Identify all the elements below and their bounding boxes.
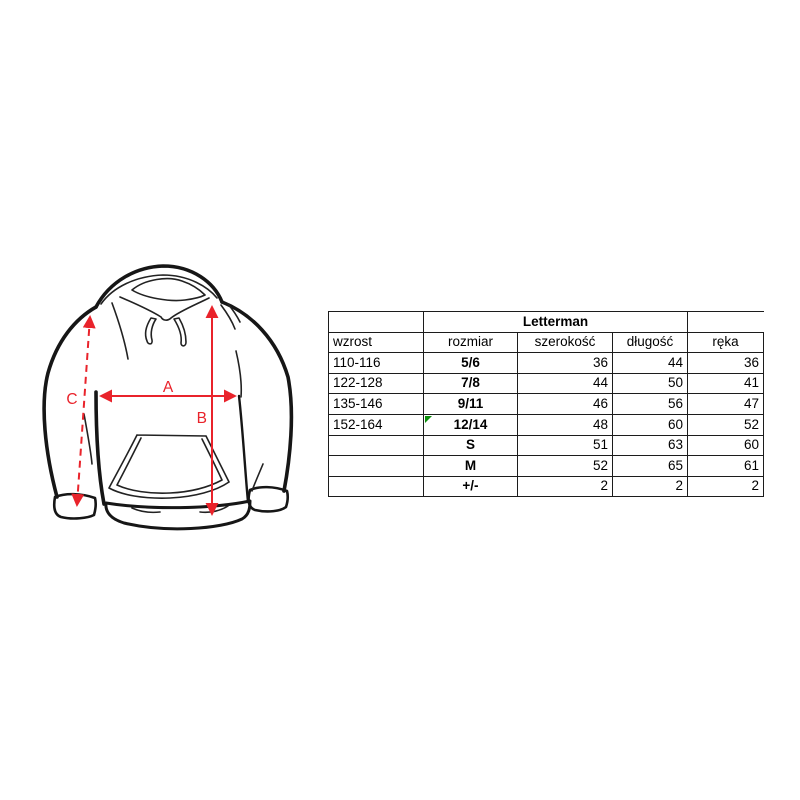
size-table: Letterman wzrost rozmiar szerokość długo… — [328, 311, 764, 498]
cell-szerokosc: 44 — [517, 372, 613, 395]
cell-dlugosc: 2 — [612, 475, 688, 498]
table-row: S 51 63 60 — [328, 434, 764, 457]
right-sleeve-crease — [251, 463, 264, 492]
cell-szerokosc: 36 — [517, 352, 613, 374]
hood-inner-rim — [100, 274, 218, 305]
cell-reka: 47 — [687, 393, 764, 415]
left-sleeve-crease — [83, 413, 93, 465]
cell-wzrost — [328, 475, 424, 498]
left-body-edge — [94, 390, 106, 506]
brand-title-cell: Letterman — [423, 311, 688, 333]
cell-dlugosc: 44 — [612, 352, 688, 374]
cell-wzrost: 135-146 — [328, 393, 424, 415]
cell-wzrost — [328, 434, 424, 457]
cell-rozmiar-value: 12/14 — [453, 416, 488, 432]
col-header-szerokosc: szerokość — [517, 331, 613, 354]
cell-szerokosc: 46 — [517, 393, 613, 415]
left-drawstring — [144, 317, 157, 345]
hem-band — [104, 499, 252, 531]
col-header-reka: ręka — [687, 331, 764, 354]
cell-reka: 2 — [687, 475, 764, 498]
brand-row-empty-cell — [328, 311, 424, 333]
cell-dlugosc: 50 — [612, 372, 688, 395]
brand-row: Letterman — [328, 311, 764, 333]
cell-rozmiar: 5/6 — [423, 352, 518, 374]
right-body-edge — [237, 394, 250, 504]
cell-szerokosc: 48 — [517, 413, 613, 436]
cell-wzrost: 110-116 — [328, 352, 424, 374]
measurement-labels: A B C — [66, 379, 207, 427]
table-row: 135-146 9/11 46 56 47 — [328, 393, 764, 415]
right-shoulder-creases — [220, 303, 241, 330]
cell-dlugosc: 60 — [612, 413, 688, 436]
cell-reka: 60 — [687, 434, 764, 457]
cell-flag-triangle-icon — [425, 415, 432, 423]
right-armhole-seam — [235, 350, 243, 398]
table-row: 122-128 7/8 44 50 41 — [328, 372, 764, 395]
table-row: 110-116 5/6 36 44 36 — [328, 352, 764, 374]
cell-wzrost — [328, 455, 424, 477]
hood-outer — [94, 264, 224, 309]
cell-wzrost: 122-128 — [328, 372, 424, 395]
table-row: +/- 2 2 2 — [328, 475, 764, 498]
table-row: M 52 65 61 — [328, 455, 764, 477]
cell-szerokosc: 52 — [517, 455, 613, 477]
cell-dlugosc: 56 — [612, 393, 688, 415]
cell-reka: 41 — [687, 372, 764, 395]
right-cuff — [247, 485, 289, 513]
measurement-arrows — [71, 305, 237, 516]
label-sleeve-c: C — [66, 391, 77, 408]
col-header-wzrost: wzrost — [328, 331, 424, 354]
cell-rozmiar: 12/14 — [423, 413, 518, 436]
cell-rozmiar: S — [423, 434, 518, 457]
left-cuff — [52, 492, 97, 520]
cell-szerokosc: 2 — [517, 475, 613, 498]
arrow-c — [71, 315, 96, 507]
cell-rozmiar: 9/11 — [423, 393, 518, 415]
cell-reka: 52 — [687, 413, 764, 436]
table-row: 152-164 12/14 48 60 52 — [328, 413, 764, 436]
label-length-b: B — [197, 410, 207, 427]
right-sleeve — [220, 300, 294, 493]
col-header-dlugosc: długość — [612, 331, 688, 354]
cell-rozmiar: 7/8 — [423, 372, 518, 395]
left-raglan-seam — [111, 302, 129, 360]
cell-reka: 36 — [687, 352, 764, 374]
right-drawstring — [173, 317, 187, 347]
header-row: wzrost rozmiar szerokość długość ręka — [328, 331, 764, 354]
cell-dlugosc: 63 — [612, 434, 688, 457]
label-width-a: A — [163, 379, 174, 396]
cell-wzrost: 152-164 — [328, 413, 424, 436]
col-header-rozmiar: rozmiar — [423, 331, 518, 354]
hoodie-outline — [42, 264, 294, 531]
brand-row-empty-cell — [687, 311, 764, 333]
cell-rozmiar: +/- — [423, 475, 518, 498]
cell-reka: 61 — [687, 455, 764, 477]
cell-dlugosc: 65 — [612, 455, 688, 477]
cell-rozmiar: M — [423, 455, 518, 477]
hood-opening — [119, 277, 210, 321]
cell-szerokosc: 51 — [517, 434, 613, 457]
